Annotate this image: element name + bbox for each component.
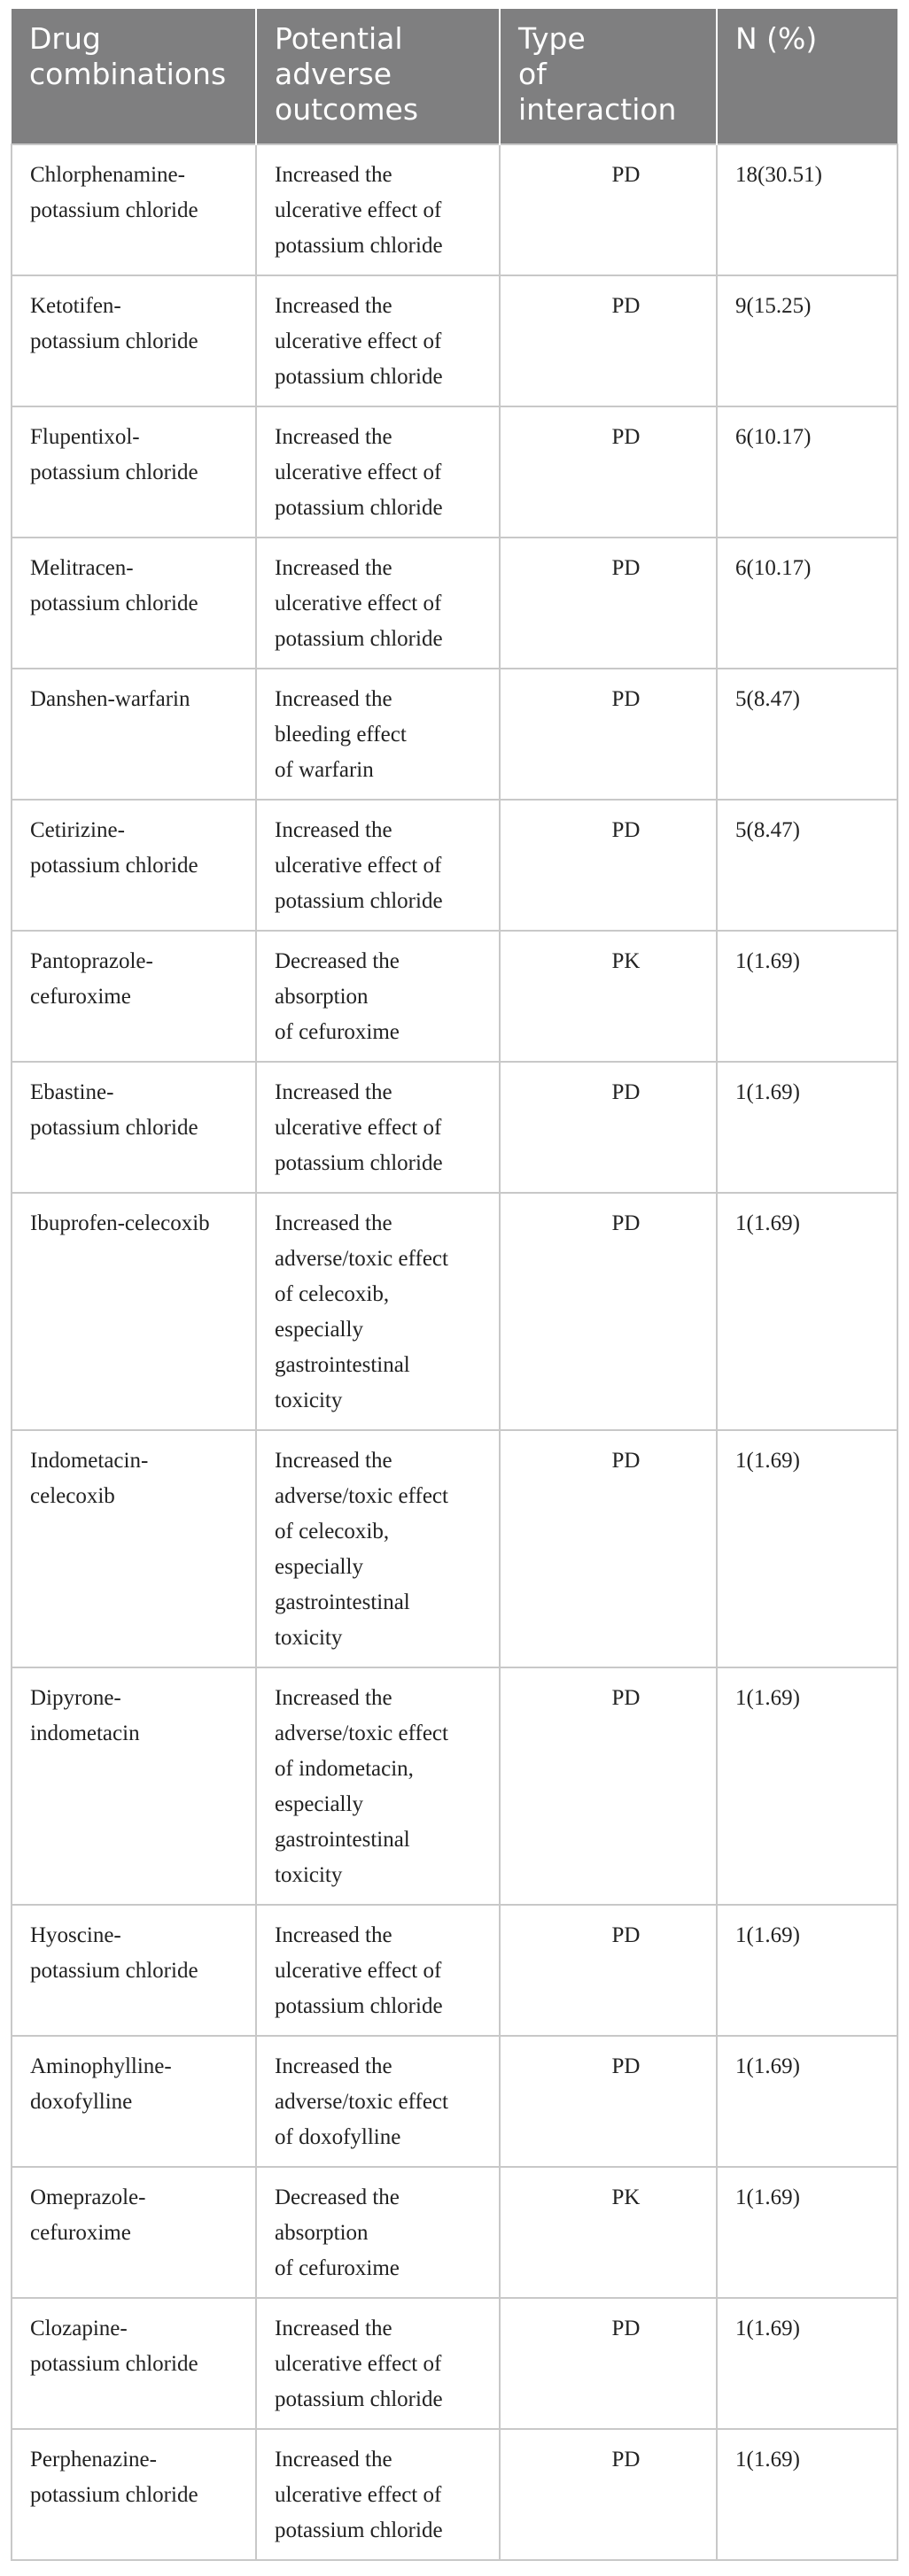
interaction-type-cell: PD [499, 2428, 718, 2561]
table-row: Indometacin-celecoxib Increased the adver… [11, 1429, 898, 1668]
n-percent-cell: 6(10.17) [716, 537, 898, 669]
drug-combination-cell: Cetirizine-potassium chloride [11, 799, 257, 932]
drug-combination-cell: Hyoscine-potassium chloride [11, 1904, 257, 2037]
drug-combination-cell: Pantoprazole-cefuroxime [11, 930, 257, 1063]
adverse-outcome-cell: Increased the ulcerative effect of potassi… [255, 406, 501, 538]
n-percent-cell: 5(8.47) [716, 799, 898, 932]
drug-combination-cell: Dipyrone-indometacin [11, 1667, 257, 1906]
table-row: Aminophylline-doxofylline Increased the a… [11, 2035, 898, 2168]
drug-combination-cell: Perphenazine-potassium chloride [11, 2428, 257, 2561]
drug-combination-cell: Indometacin-celecoxib [11, 1429, 257, 1668]
drug-combination-cell: Chlorphenamine-potassium chloride [11, 143, 257, 276]
n-percent-cell: 1(1.69) [716, 2166, 898, 2299]
adverse-outcome-cell: Increased the adverse/toxic effect of doxo… [255, 2035, 501, 2168]
n-percent-cell: 1(1.69) [716, 1667, 898, 1906]
interaction-type-cell: PD [499, 1061, 718, 1194]
table-row: Dipyrone-indometacin Increased the advers… [11, 1667, 898, 1906]
drug-combination-cell: Ibuprofen-celecoxib [11, 1192, 257, 1431]
table-header: Drug combinations Potential adverse outcome… [12, 9, 897, 144]
table-row: Omeprazole-cefuroxime Decreased the absor… [11, 2166, 898, 2299]
header-drug-combinations: Drug combinations [12, 9, 257, 144]
interaction-type-cell: PD [499, 1192, 718, 1431]
table-row: Hyoscine-potassium chloride Increased th… [11, 1904, 898, 2037]
drug-combination-cell: Omeprazole-cefuroxime [11, 2166, 257, 2299]
n-percent-cell: 1(1.69) [716, 1429, 898, 1668]
interaction-type-cell: PD [499, 2035, 718, 2168]
table-row: Ebastine-potassium chloride Increased th… [11, 1061, 898, 1194]
interaction-type-cell: PD [499, 275, 718, 407]
table-row: Perphenazine-potassium chloride Increase… [11, 2428, 898, 2561]
adverse-outcome-cell: Decreased the absorption of cefuroxime [255, 930, 501, 1063]
drug-combination-cell: Flupentixol-potassium chloride [11, 406, 257, 538]
adverse-outcome-cell: Increased the ulcerative effect of potassi… [255, 799, 501, 932]
n-percent-cell: 18(30.51) [716, 143, 898, 276]
table-row: Danshen-warfarin Increased the bleeding e… [11, 668, 898, 801]
n-percent-cell: 6(10.17) [716, 406, 898, 538]
adverse-outcome-cell: Increased the ulcerative effect of potassi… [255, 275, 501, 407]
adverse-outcome-cell: Increased the bleeding effect of warfarin [255, 668, 501, 801]
n-percent-cell: 5(8.47) [716, 668, 898, 801]
drug-interaction-table: Drug combinations Potential adverse outcome… [11, 9, 898, 2561]
n-percent-cell: 9(15.25) [716, 275, 898, 407]
interaction-type-cell: PD [499, 799, 718, 932]
adverse-outcome-cell: Increased the adverse/toxic effect of cele… [255, 1192, 501, 1431]
table-row: Ibuprofen-celecoxib Increased the adverse… [11, 1192, 898, 1431]
interaction-type-cell: PD [499, 537, 718, 669]
drug-combination-cell: Aminophylline-doxofylline [11, 2035, 257, 2168]
adverse-outcome-cell: Increased the ulcerative effect of potassi… [255, 143, 501, 276]
interaction-type-cell: PD [499, 1429, 718, 1668]
adverse-outcome-cell: Increased the ulcerative effect of potassi… [255, 537, 501, 669]
interaction-type-cell: PD [499, 406, 718, 538]
n-percent-cell: 1(1.69) [716, 2297, 898, 2430]
interaction-type-cell: PK [499, 2166, 718, 2299]
table-row: Chlorphenamine-potassium chloride Increa… [11, 143, 898, 276]
interaction-type-cell: PD [499, 1904, 718, 2037]
adverse-outcome-cell: Increased the ulcerative effect of potassi… [255, 2428, 501, 2561]
drug-combination-cell: Ketotifen-potassium chloride [11, 275, 257, 407]
table-row: Pantoprazole-cefuroxime Decreased the abs… [11, 930, 898, 1063]
adverse-outcome-cell: Increased the ulcerative effect of potassi… [255, 1904, 501, 2037]
adverse-outcome-cell: Increased the ulcerative effect of potassi… [255, 1061, 501, 1194]
interaction-type-cell: PK [499, 930, 718, 1063]
table-row: Ketotifen-potassium chloride Increased t… [11, 275, 898, 407]
n-percent-cell: 1(1.69) [716, 1192, 898, 1431]
adverse-outcome-cell: Increased the adverse/toxic effect of indo… [255, 1667, 501, 1906]
drug-combination-cell: Danshen-warfarin [11, 668, 257, 801]
drug-combination-cell: Melitracen-potassium chloride [11, 537, 257, 669]
table-row: Cetirizine-potassium chloride Increased … [11, 799, 898, 932]
header-interaction-type: Type of interaction [500, 9, 718, 144]
n-percent-cell: 1(1.69) [716, 2428, 898, 2561]
table-row: Clozapine-potassium chloride Increased t… [11, 2297, 898, 2430]
adverse-outcome-cell: Increased the ulcerative effect of potassi… [255, 2297, 501, 2430]
n-percent-cell: 1(1.69) [716, 2035, 898, 2168]
adverse-outcome-cell: Decreased the absorption of cefuroxime [255, 2166, 501, 2299]
n-percent-cell: 1(1.69) [716, 1904, 898, 2037]
table-row: Melitracen-potassium chloride Increased … [11, 537, 898, 669]
interaction-type-cell: PD [499, 668, 718, 801]
interaction-type-cell: PD [499, 2297, 718, 2430]
n-percent-cell: 1(1.69) [716, 1061, 898, 1194]
drug-combination-cell: Ebastine-potassium chloride [11, 1061, 257, 1194]
table-row: Flupentixol-potassium chloride Increased… [11, 406, 898, 538]
interaction-type-cell: PD [499, 143, 718, 276]
header-n-percent: N (%) [717, 9, 897, 144]
n-percent-cell: 1(1.69) [716, 930, 898, 1063]
drug-combination-cell: Clozapine-potassium chloride [11, 2297, 257, 2430]
interaction-type-cell: PD [499, 1667, 718, 1906]
adverse-outcome-cell: Increased the adverse/toxic effect of cele… [255, 1429, 501, 1668]
header-adverse-outcomes: Potential adverse outcomes [256, 9, 501, 144]
